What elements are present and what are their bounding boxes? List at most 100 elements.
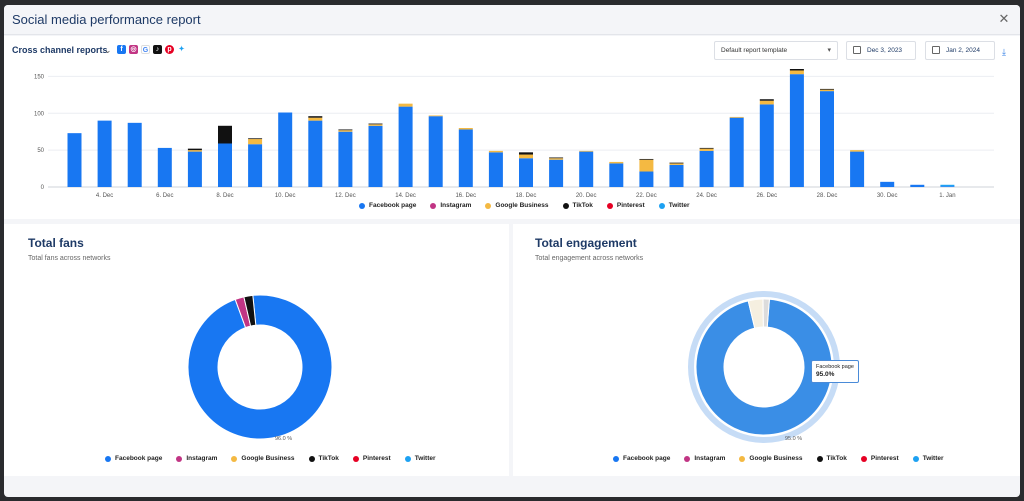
date-from-picker[interactable]: Dec 3, 2023 (846, 41, 916, 60)
bar-segment[interactable] (218, 125, 232, 144)
bar-segment[interactable] (729, 116, 744, 118)
bar-segment[interactable] (308, 120, 323, 187)
bar-segment[interactable] (820, 91, 834, 187)
bar-segment[interactable] (729, 117, 744, 187)
legend-item[interactable]: Pinterest (860, 455, 899, 462)
date-to-picker[interactable]: Jan 2, 2024 (925, 41, 995, 60)
bar-segment[interactable] (759, 104, 774, 187)
bar-segment[interactable] (789, 70, 804, 75)
bar-segment[interactable] (67, 133, 82, 187)
bar-segment[interactable] (308, 116, 323, 118)
legend-item[interactable]: Instagram (176, 455, 217, 462)
bar-segment[interactable] (789, 69, 804, 71)
download-icon[interactable]: ⤓ (1002, 47, 1006, 57)
report-template-select[interactable]: Default report template ▾ (714, 41, 838, 60)
bar-segment[interactable] (850, 151, 865, 187)
bar-segment[interactable] (338, 130, 353, 132)
bar-segment[interactable] (579, 151, 594, 187)
bar-segment[interactable] (157, 147, 172, 187)
donut-slice[interactable] (243, 294, 257, 327)
bar-segment[interactable] (488, 152, 503, 187)
bar-segment[interactable] (609, 161, 624, 164)
legend-item[interactable]: Facebook page (359, 202, 416, 209)
bar-segment[interactable] (97, 120, 112, 187)
bar-segment[interactable] (398, 106, 413, 187)
legend-label: Facebook page (623, 455, 671, 462)
legend-item[interactable]: Instagram (684, 455, 725, 462)
bar-segment[interactable] (669, 164, 684, 187)
bar-segment[interactable] (428, 116, 443, 187)
bar-segment[interactable] (218, 143, 232, 187)
donut-slice[interactable] (695, 298, 833, 436)
bar-segment[interactable] (699, 150, 714, 187)
bar-segment[interactable] (187, 150, 202, 152)
bar-segment[interactable] (519, 158, 533, 187)
x-tick-label: 1. Jan (939, 193, 955, 199)
bar-segment[interactable] (338, 131, 353, 187)
bar-segment[interactable] (639, 158, 654, 160)
bar-segment[interactable] (699, 148, 714, 151)
bar-segment[interactable] (488, 150, 503, 153)
bar-segment[interactable] (940, 184, 955, 187)
bar-segment[interactable] (368, 123, 383, 125)
bar-segment[interactable] (248, 138, 263, 140)
close-icon[interactable]: ✕ (998, 11, 1010, 26)
donut-slice[interactable] (762, 298, 770, 328)
bar-segment[interactable] (428, 115, 443, 117)
bar-segment[interactable] (398, 103, 413, 107)
bar-segment[interactable] (820, 89, 834, 92)
bar-segment[interactable] (338, 129, 353, 131)
bar-segment[interactable] (549, 159, 564, 187)
bar-segment[interactable] (248, 139, 263, 145)
report-selector-label[interactable]: Cross channel reports (12, 45, 108, 55)
bar-segment[interactable] (579, 150, 594, 152)
legend-item[interactable]: TikTok (816, 455, 847, 462)
bar-segment[interactable] (187, 148, 202, 151)
bar-segment[interactable] (880, 181, 895, 187)
bar-segment[interactable] (187, 151, 202, 187)
bar-segment[interactable] (759, 99, 774, 101)
legend-item[interactable]: Google Business (485, 202, 549, 209)
bar-segment[interactable] (308, 117, 323, 121)
bar-segment[interactable] (549, 158, 564, 160)
bar-segment[interactable] (940, 186, 955, 187)
legend-item[interactable]: Facebook page (105, 455, 162, 462)
bar-segment[interactable] (609, 163, 624, 187)
bar-segment[interactable] (458, 128, 473, 130)
bar-segment[interactable] (127, 122, 142, 187)
bar-segment[interactable] (278, 112, 293, 187)
bar-segment[interactable] (458, 129, 473, 187)
legend-item[interactable]: Pinterest (606, 202, 645, 209)
bar-segment[interactable] (759, 100, 774, 105)
bar-segment[interactable] (850, 150, 865, 152)
legend-item[interactable]: Facebook page (613, 455, 670, 462)
bar-segment[interactable] (669, 162, 684, 164)
legend-item[interactable]: Google Business (231, 455, 295, 462)
bar-segment[interactable] (519, 154, 533, 159)
legend-item[interactable]: Twitter (658, 202, 690, 209)
bar-segment[interactable] (368, 125, 383, 187)
chevron-down-icon[interactable]: ⌄ (104, 45, 112, 55)
legend-item[interactable]: Pinterest (352, 455, 391, 462)
x-tick-label: 14. Dec (395, 193, 416, 199)
legend-item[interactable]: Instagram (430, 202, 471, 209)
bar-segment[interactable] (519, 152, 533, 155)
donut-slice[interactable] (187, 294, 333, 440)
bar-segment[interactable] (669, 163, 684, 165)
bar-segment[interactable] (789, 74, 804, 187)
bar-segment[interactable] (699, 147, 714, 149)
legend-item[interactable]: Google Business (739, 455, 803, 462)
legend-item[interactable]: TikTok (308, 455, 339, 462)
bar-segment[interactable] (639, 159, 654, 172)
legend-item[interactable]: Twitter (404, 455, 436, 462)
legend-label: Pinterest (870, 455, 899, 462)
bar-segment[interactable] (639, 171, 654, 187)
bar-segment[interactable] (549, 157, 564, 159)
bar-segment[interactable] (368, 124, 383, 126)
bar-segment[interactable] (248, 144, 263, 187)
bar-segment[interactable] (820, 88, 834, 90)
legend-item[interactable]: TikTok (562, 202, 593, 209)
legend-dot-icon (176, 455, 183, 462)
legend-item[interactable]: Twitter (912, 455, 944, 462)
bar-segment[interactable] (910, 184, 925, 187)
